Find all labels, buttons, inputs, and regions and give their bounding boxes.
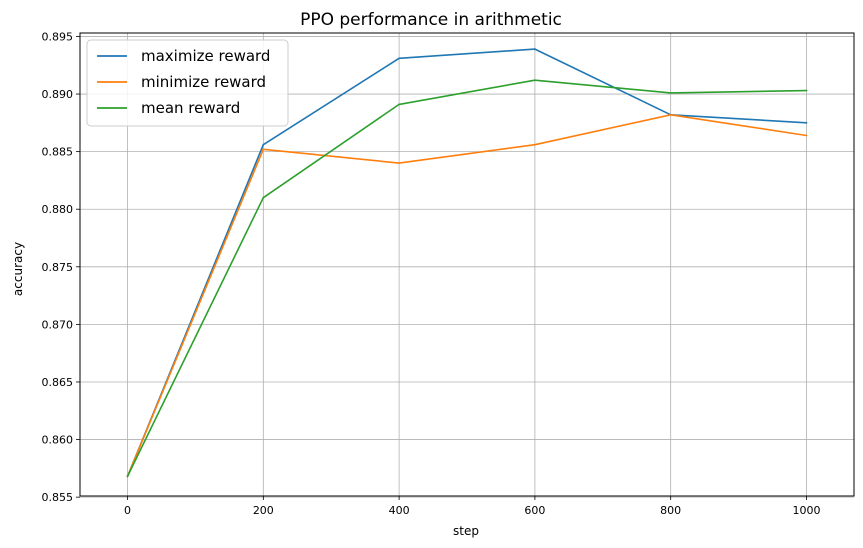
y-tick-label: 0.880 — [42, 203, 74, 216]
data-point — [398, 57, 401, 60]
legend-label: minimize reward — [141, 73, 266, 91]
data-point — [805, 89, 808, 92]
series-line-mean-reward — [126, 79, 807, 477]
x-tick-label: 400 — [389, 504, 410, 517]
data-point — [669, 113, 672, 116]
data-point — [533, 48, 536, 51]
data-point — [398, 162, 401, 165]
legend: maximize reward minimize reward mean rewar… — [86, 39, 289, 127]
data-point — [126, 475, 129, 478]
data-point — [805, 121, 808, 124]
y-tick-label: 0.860 — [42, 434, 74, 447]
data-point — [805, 134, 808, 137]
series-line-maximize-reward — [126, 48, 807, 477]
series-line-minimize-reward — [126, 114, 807, 477]
x-tick-label: 0 — [124, 504, 131, 517]
y-tick-label: 0.870 — [42, 318, 74, 331]
legend-box — [86, 39, 289, 127]
y-tick-label: 0.895 — [42, 30, 74, 43]
data-point — [262, 143, 265, 146]
y-tick-label: 0.865 — [42, 376, 74, 389]
y-tick-label: 0.875 — [42, 261, 74, 274]
grid-layer — [80, 33, 854, 498]
legend-label: maximize reward — [141, 47, 270, 65]
x-tick-label: 1000 — [792, 504, 820, 517]
data-point — [262, 148, 265, 151]
x-tick-label: 600 — [524, 504, 545, 517]
series-layer — [126, 48, 808, 478]
tick-layer: 0 200 400 600 800 1000 0.855 0.860 0.865 0.870 0.8… — [42, 30, 821, 517]
y-tick-label: 0.885 — [42, 146, 74, 159]
y-tick-label: 0.890 — [42, 88, 74, 101]
y-tick-label: 0.855 — [42, 491, 74, 504]
x-tick-label: 800 — [660, 504, 681, 517]
data-point — [533, 79, 536, 82]
data-point — [398, 103, 401, 106]
plot-frame — [79, 32, 855, 497]
x-tick-label: 200 — [253, 504, 274, 517]
data-point — [533, 143, 536, 146]
x-axis-label: step — [453, 524, 479, 538]
legend-label: mean reward — [141, 99, 240, 117]
data-point — [262, 196, 265, 199]
y-axis-label: accuracy — [11, 242, 25, 296]
chart-title: PPO performance in arithmetic — [300, 10, 562, 30]
data-point — [669, 91, 672, 94]
